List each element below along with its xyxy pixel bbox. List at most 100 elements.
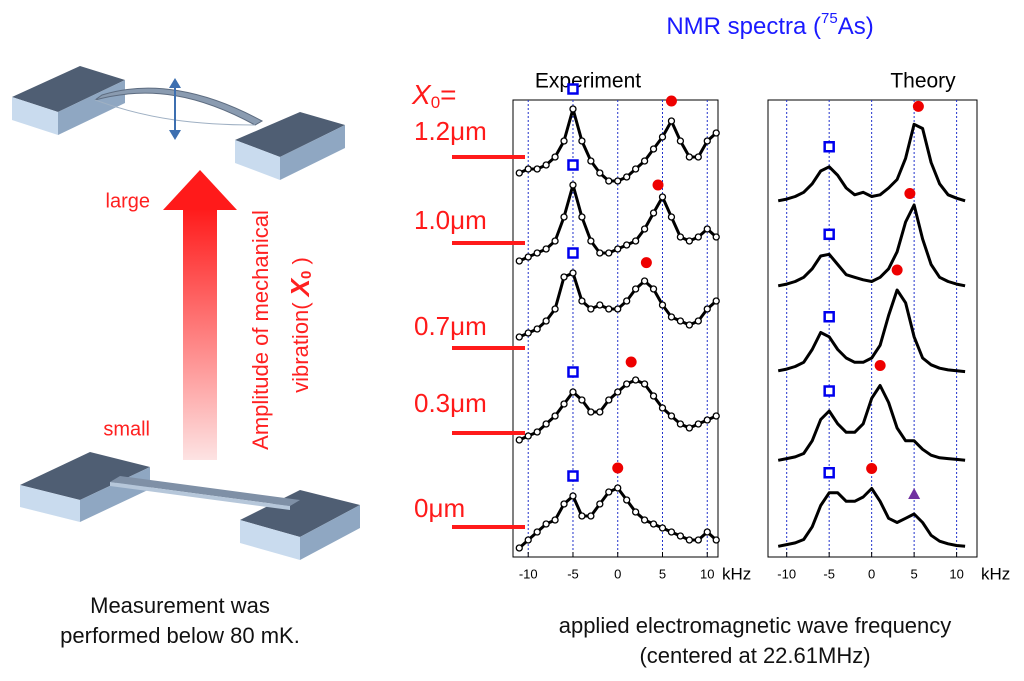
- data-point: [605, 488, 613, 496]
- data-point: [578, 396, 586, 404]
- data-point: [560, 400, 568, 408]
- data-point: [569, 492, 577, 500]
- data-point: [623, 496, 631, 504]
- data-point: [649, 392, 658, 400]
- amplitude-value-label: 1.2μm: [414, 116, 487, 146]
- peak-marker-circle: [904, 188, 916, 199]
- peak-marker-circle: [665, 95, 677, 107]
- spectrum-line: [777, 487, 966, 548]
- data-point: [533, 165, 541, 173]
- data-point: [631, 285, 640, 293]
- peak-marker-square: [823, 141, 835, 153]
- data-point: [703, 528, 711, 536]
- amplitude-value-label: 0.3μm: [414, 388, 487, 418]
- x-axis-label: kHz: [981, 564, 1010, 583]
- peak-marker-triangle: [908, 488, 921, 499]
- data-point: [694, 317, 702, 325]
- data-point: [694, 233, 702, 241]
- data-point: [676, 420, 685, 428]
- data-point: [640, 157, 649, 165]
- data-point: [712, 297, 720, 305]
- x0-equals: =: [440, 79, 456, 110]
- data-point: [569, 181, 577, 189]
- x-tick-label: 10: [949, 566, 963, 581]
- peak-marker-circle: [874, 360, 886, 371]
- data-point: [515, 436, 523, 444]
- caption-line: Measurement was: [90, 593, 270, 618]
- data-point: [560, 213, 568, 221]
- data-point: [524, 536, 532, 544]
- x-tick-label: -10: [777, 566, 796, 581]
- peak-marker-square: [823, 311, 835, 323]
- data-point: [658, 524, 667, 532]
- data-point: [533, 428, 541, 436]
- data-point: [605, 177, 613, 185]
- data-point: [667, 412, 676, 420]
- data-point: [551, 305, 559, 313]
- x-tick-label: 5: [659, 566, 666, 581]
- data-point: [515, 333, 523, 341]
- x-axis-label: kHz: [722, 564, 751, 583]
- data-point: [685, 153, 694, 161]
- plot-frame: [512, 99, 719, 558]
- data-point: [587, 408, 595, 416]
- data-point: [712, 536, 720, 544]
- data-point: [712, 412, 720, 420]
- data-point: [524, 432, 532, 440]
- data-point: [515, 544, 523, 552]
- data-point: [658, 404, 667, 412]
- data-point: [649, 145, 658, 153]
- data-point: [524, 253, 532, 261]
- data-point: [569, 269, 577, 277]
- data-point: [685, 424, 694, 432]
- data-point: [542, 245, 550, 253]
- data-point: [694, 153, 702, 161]
- x-tick-label: 0: [614, 566, 621, 581]
- data-point: [560, 137, 568, 145]
- data-point: [676, 532, 685, 540]
- figure-title: NMR spectra (75As): [666, 10, 873, 40]
- data-point: [703, 416, 711, 424]
- data-point: [560, 273, 568, 281]
- plot-frame: [767, 99, 978, 558]
- x-tick-label: 5: [911, 566, 918, 581]
- data-point: [551, 153, 559, 161]
- panel-title: Theory: [890, 70, 956, 93]
- data-point: [623, 241, 631, 249]
- data-point: [631, 237, 640, 245]
- spectrum-line: [777, 288, 966, 374]
- beam-bottom: [20, 452, 360, 560]
- data-point: [524, 329, 532, 337]
- data-point: [596, 500, 604, 508]
- data-point: [614, 484, 622, 492]
- x0-subscript: 0: [431, 93, 440, 112]
- data-point: [623, 173, 631, 181]
- data-point: [631, 165, 640, 173]
- data-point: [649, 520, 658, 528]
- data-point: [578, 297, 586, 305]
- data-point: [587, 237, 595, 245]
- data-point: [542, 520, 550, 528]
- data-point: [676, 317, 685, 325]
- data-point: [614, 177, 622, 185]
- data-point: [640, 225, 649, 233]
- data-point: [560, 500, 568, 508]
- spectrum-line: [777, 122, 966, 203]
- data-point: [649, 209, 658, 217]
- amplitude-value-label: 1.0μm: [414, 205, 487, 235]
- data-point: [649, 285, 658, 293]
- label-symbol: X: [285, 277, 315, 298]
- panel-title: Experiment: [535, 70, 641, 93]
- label-subscript: 0: [298, 271, 315, 279]
- data-point: [596, 249, 604, 257]
- data-point: [658, 133, 667, 141]
- data-point: [524, 165, 532, 173]
- data-point: [587, 157, 595, 165]
- data-point: [667, 313, 676, 321]
- data-point: [694, 536, 702, 544]
- peak-marker-square: [567, 366, 579, 378]
- spectrum-line: [777, 203, 966, 288]
- footer-line: (centered at 22.61MHz): [639, 643, 870, 668]
- peak-marker-square: [823, 228, 835, 241]
- peak-marker-circle: [625, 356, 637, 368]
